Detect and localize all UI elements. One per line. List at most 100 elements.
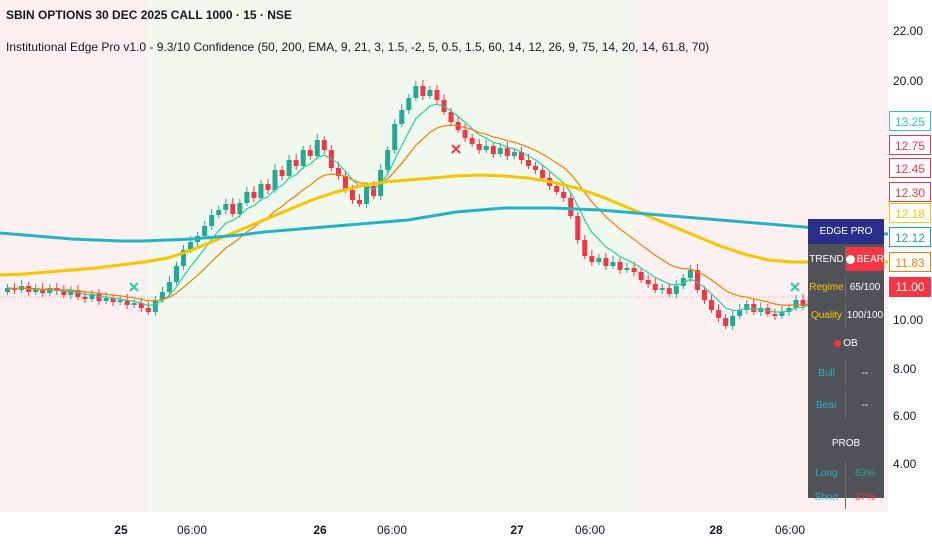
candle-body (159, 292, 165, 300)
candle-body (624, 268, 630, 270)
candle-body (314, 140, 320, 156)
candle-body (33, 289, 39, 292)
candle-body (385, 150, 391, 170)
price-tick: 8.00 (893, 362, 917, 376)
time-tick: 28 (709, 523, 723, 537)
symbol-title[interactable]: SBIN OPTIONS 30 DEC 2025 CALL 1000 · 15 … (6, 8, 292, 22)
price-label-box: 12.45 (889, 158, 931, 178)
cross-marker (790, 282, 800, 292)
candle-body (96, 294, 102, 301)
candle-body (525, 160, 531, 166)
candle-body (223, 204, 229, 210)
price-chart[interactable] (0, 0, 888, 512)
candle-body (652, 284, 658, 290)
price-tick: 22.00 (893, 24, 924, 38)
candle-body (603, 258, 609, 266)
candle-body (399, 110, 405, 124)
candle-body (258, 184, 264, 198)
candle-body (420, 86, 426, 96)
indicator-title[interactable]: Institutional Edge Pro v1.0 - 9.3/10 Con… (6, 40, 710, 54)
candle-body (335, 168, 341, 176)
candle-body (701, 290, 707, 300)
candle-body (758, 308, 764, 312)
candle-body (427, 90, 433, 96)
candle-body (596, 258, 602, 262)
short-row: Short 37% (808, 485, 884, 509)
candle-body (82, 297, 88, 299)
candle-body (61, 291, 67, 295)
candle-body (561, 192, 567, 198)
candle-body (364, 186, 370, 204)
candle-body (342, 176, 348, 190)
candle-body (694, 270, 700, 290)
candle-body (188, 242, 194, 250)
candle-body (462, 130, 468, 138)
candle-body (709, 300, 715, 310)
candle-body (610, 262, 616, 266)
candle-body (89, 294, 95, 299)
candle-body (568, 198, 574, 216)
trend-label: TREND (808, 247, 846, 271)
candle-body (244, 192, 250, 203)
bull-row: Bull -- (808, 359, 884, 387)
bear-row: Bear -- (808, 391, 884, 419)
candle-body (483, 146, 489, 150)
price-tick: 6.00 (893, 409, 917, 423)
candle-body (138, 303, 144, 308)
ema-200-line (0, 206, 888, 243)
candle-body (103, 298, 109, 301)
price-tick: 20.00 (893, 74, 924, 88)
candle-body (279, 170, 285, 176)
candle-body (779, 312, 785, 316)
candle-body (793, 300, 799, 308)
candle-body (145, 308, 151, 312)
candle-body (131, 303, 137, 305)
candle-body (504, 148, 510, 156)
candle-body (659, 288, 665, 290)
candle-body (47, 288, 53, 293)
quality-value: 100/100 (846, 309, 884, 321)
price-tick: 10.00 (893, 313, 924, 327)
candle-body (730, 316, 736, 326)
price-label-box: 12.30 (889, 182, 931, 202)
ema-slow-line (7, 124, 881, 307)
candle-body (413, 86, 419, 98)
candle-body (589, 256, 595, 262)
candle-body (511, 152, 517, 156)
candle-body (216, 210, 222, 215)
candle-body (772, 314, 778, 316)
candle-body (469, 138, 475, 144)
candle-body (540, 170, 546, 178)
panel-title: EDGE PRO (808, 219, 884, 244)
chart-area[interactable]: SBIN OPTIONS 30 DEC 2025 CALL 1000 · 15 … (0, 0, 888, 512)
candle-body (300, 150, 306, 166)
candle-body (786, 308, 792, 312)
candle-body (406, 98, 412, 110)
time-tick: 06:00 (774, 523, 806, 537)
target-icon (834, 339, 842, 347)
ema-fast-line (7, 103, 881, 313)
quality-label: Quality (808, 303, 846, 327)
candle-body (751, 304, 757, 312)
candle-body (617, 262, 623, 270)
short-value: 37% (854, 491, 875, 503)
candle-body (202, 226, 208, 236)
candle-body (251, 192, 257, 198)
price-label-box: 12.75 (889, 135, 931, 155)
candle-body (349, 190, 355, 200)
candle-body (173, 266, 179, 282)
cross-marker (451, 144, 461, 154)
candle-body (666, 288, 672, 294)
price-tick: 4.00 (893, 457, 917, 471)
short-label: Short (808, 485, 846, 509)
candle-body (117, 300, 123, 302)
candle-body (490, 146, 496, 154)
prob-label: PROB (831, 437, 861, 449)
cross-marker (129, 282, 139, 292)
candle-body (723, 318, 729, 326)
long-row: Long 63% (808, 461, 884, 485)
candle-body (554, 186, 560, 192)
candle-body (631, 268, 637, 272)
candle-body (124, 300, 130, 305)
candle-body (265, 184, 271, 190)
